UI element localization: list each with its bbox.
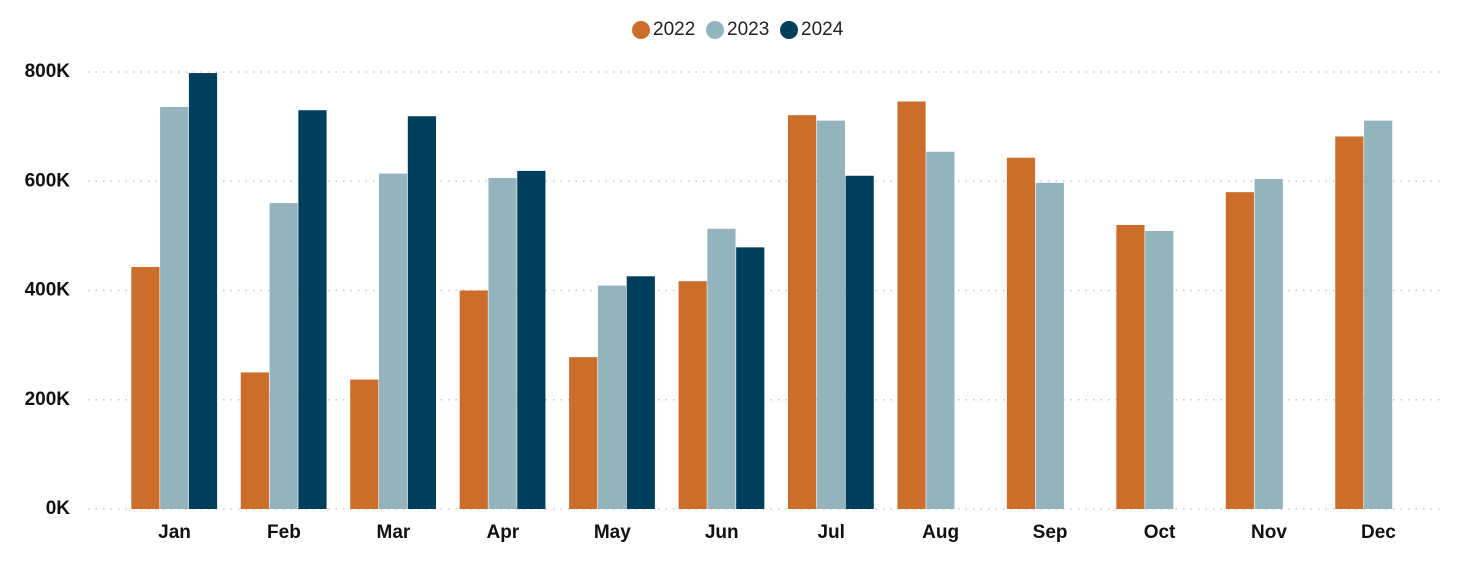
bar-2022-dec[interactable] [1335, 136, 1364, 509]
legend-item-2024[interactable]: 2024 [780, 19, 844, 40]
legend-marker-2022 [632, 21, 650, 39]
legend-item-2022[interactable]: 2022 [632, 19, 695, 40]
bar-2024-jun[interactable] [736, 247, 765, 509]
x-tick-label-jan: Jan [158, 522, 191, 543]
bar-2023-jan[interactable] [160, 106, 189, 510]
bar-2023-sep[interactable] [1035, 182, 1064, 510]
x-tick-label-dec: Dec [1361, 522, 1396, 543]
y-tick-label: 0K [46, 498, 71, 519]
legend-marker-2024 [780, 21, 798, 39]
bar-2022-feb[interactable] [240, 372, 269, 509]
bar-2023-oct[interactable] [1145, 230, 1174, 510]
bar-2023-jul[interactable] [816, 120, 845, 510]
x-tick-label-aug: Aug [922, 522, 959, 543]
bar-2023-nov[interactable] [1254, 179, 1283, 509]
y-tick-label: 200K [25, 389, 71, 410]
bar-2023-feb[interactable] [269, 203, 298, 509]
x-tick-label-jul: Jul [817, 522, 844, 543]
bars [131, 73, 1393, 510]
legend[interactable]: 2022 2023 2024 [632, 19, 844, 40]
bar-2022-apr[interactable] [459, 290, 488, 510]
x-tick-label-may: May [594, 522, 631, 543]
bar-2024-jan[interactable] [188, 73, 218, 509]
bar-2022-jun[interactable] [678, 281, 707, 509]
bar-2023-aug[interactable] [926, 151, 955, 509]
bar-2022-aug[interactable] [897, 101, 926, 509]
bar-2023-apr[interactable] [488, 177, 517, 509]
bar-2022-sep[interactable] [1006, 157, 1036, 510]
x-tick-label-nov: Nov [1251, 522, 1287, 543]
x-tick-label-feb: Feb [267, 522, 301, 543]
bar-2022-jul[interactable] [788, 115, 817, 509]
x-axis: Jan Feb Mar Apr May Jun Jul Aug Sep Oct Nov Dec [158, 522, 1396, 543]
bar-2023-mar[interactable] [379, 173, 408, 510]
bar-2024-apr[interactable] [517, 170, 546, 509]
bar-2024-may[interactable] [626, 276, 655, 509]
bar-2022-mar[interactable] [350, 379, 379, 509]
y-tick-label: 400K [25, 280, 71, 301]
legend-item-2023[interactable]: 2023 [706, 19, 769, 40]
x-tick-label-oct: Oct [1144, 522, 1176, 543]
x-tick-label-apr: Apr [486, 522, 519, 543]
y-axis: 0K 200K 400K 600K 800K [25, 61, 71, 519]
legend-label-2022: 2022 [653, 19, 695, 40]
legend-label-2024: 2024 [801, 19, 844, 40]
y-tick-label: 800K [25, 61, 71, 82]
bar-2022-nov[interactable] [1225, 192, 1254, 510]
legend-marker-2023 [706, 21, 724, 39]
bar-2024-mar[interactable] [407, 116, 436, 509]
bar-2022-jan[interactable] [131, 267, 160, 509]
y-tick-label: 600K [25, 170, 71, 191]
bar-2022-oct[interactable] [1116, 224, 1145, 509]
legend-label-2023: 2023 [727, 19, 769, 40]
bar-2024-jul[interactable] [845, 175, 874, 509]
bar-2023-dec[interactable] [1364, 120, 1393, 510]
bar-2022-may[interactable] [569, 357, 598, 509]
bar-2024-feb[interactable] [298, 110, 327, 510]
x-tick-label-sep: Sep [1033, 522, 1068, 543]
x-tick-label-mar: Mar [377, 522, 411, 543]
x-tick-label-jun: Jun [705, 522, 739, 543]
bar-2023-jun[interactable] [707, 228, 736, 509]
bar-2023-may[interactable] [597, 285, 627, 509]
